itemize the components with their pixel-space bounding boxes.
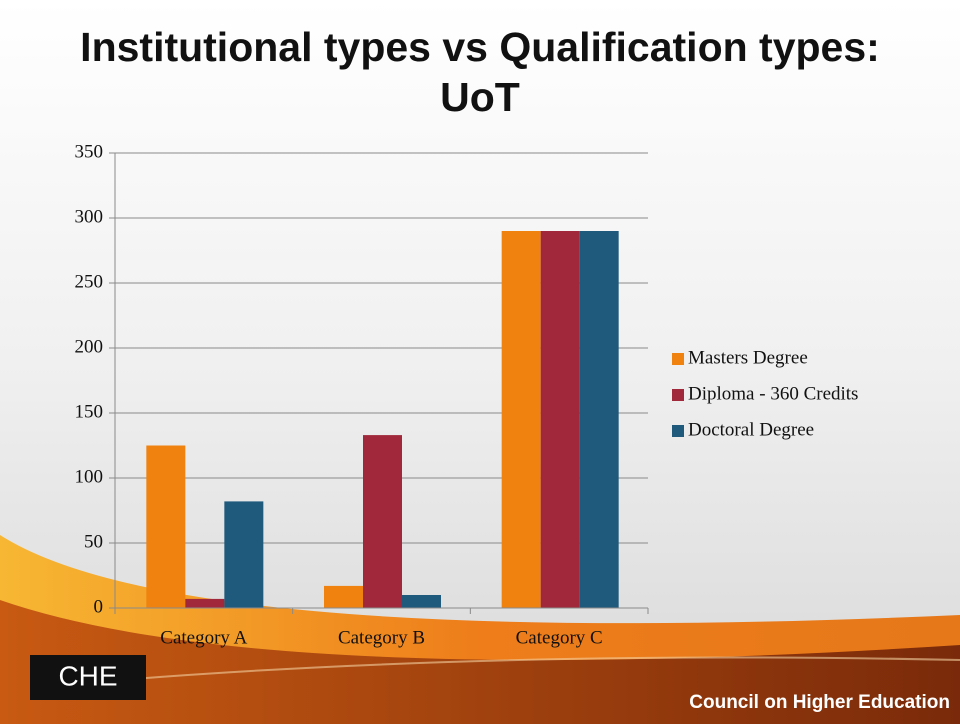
- y-tick-label: 100: [75, 466, 104, 487]
- legend-swatch: [672, 425, 684, 437]
- legend-label: Diploma - 360 Credits: [688, 383, 858, 404]
- bar: [579, 231, 619, 608]
- x-tick-label: Category C: [516, 627, 603, 648]
- bar: [501, 231, 541, 608]
- bar: [363, 435, 402, 608]
- y-tick-label: 150: [75, 401, 104, 422]
- bar: [185, 598, 225, 608]
- bar: [224, 501, 264, 608]
- bar: [324, 585, 363, 608]
- x-tick-label: Category A: [160, 627, 247, 648]
- logo: CHE: [58, 660, 117, 691]
- y-tick-label: 200: [75, 336, 104, 357]
- y-tick-label: 50: [84, 531, 103, 552]
- bar: [146, 445, 186, 608]
- y-tick-label: 0: [94, 596, 104, 617]
- x-tick-label: Category B: [338, 627, 425, 648]
- legend-label: Masters Degree: [688, 347, 808, 368]
- y-tick-label: 250: [75, 271, 104, 292]
- legend-label: Doctoral Degree: [688, 419, 814, 440]
- bar: [402, 595, 441, 608]
- legend-swatch: [672, 389, 684, 401]
- y-tick-label: 350: [75, 141, 104, 162]
- plot: 0 50 100 150 200 250 300 350 Category A Category …: [75, 141, 859, 648]
- y-tick-label: 300: [75, 206, 104, 227]
- chart-title: Institutional types vs Qualification typ…: [80, 24, 880, 120]
- logo-box: [30, 655, 146, 700]
- accent-line: [119, 656, 960, 681]
- legend-swatch: [672, 353, 684, 365]
- bar: [540, 231, 580, 608]
- organization: Council on Higher Education: [689, 692, 950, 713]
